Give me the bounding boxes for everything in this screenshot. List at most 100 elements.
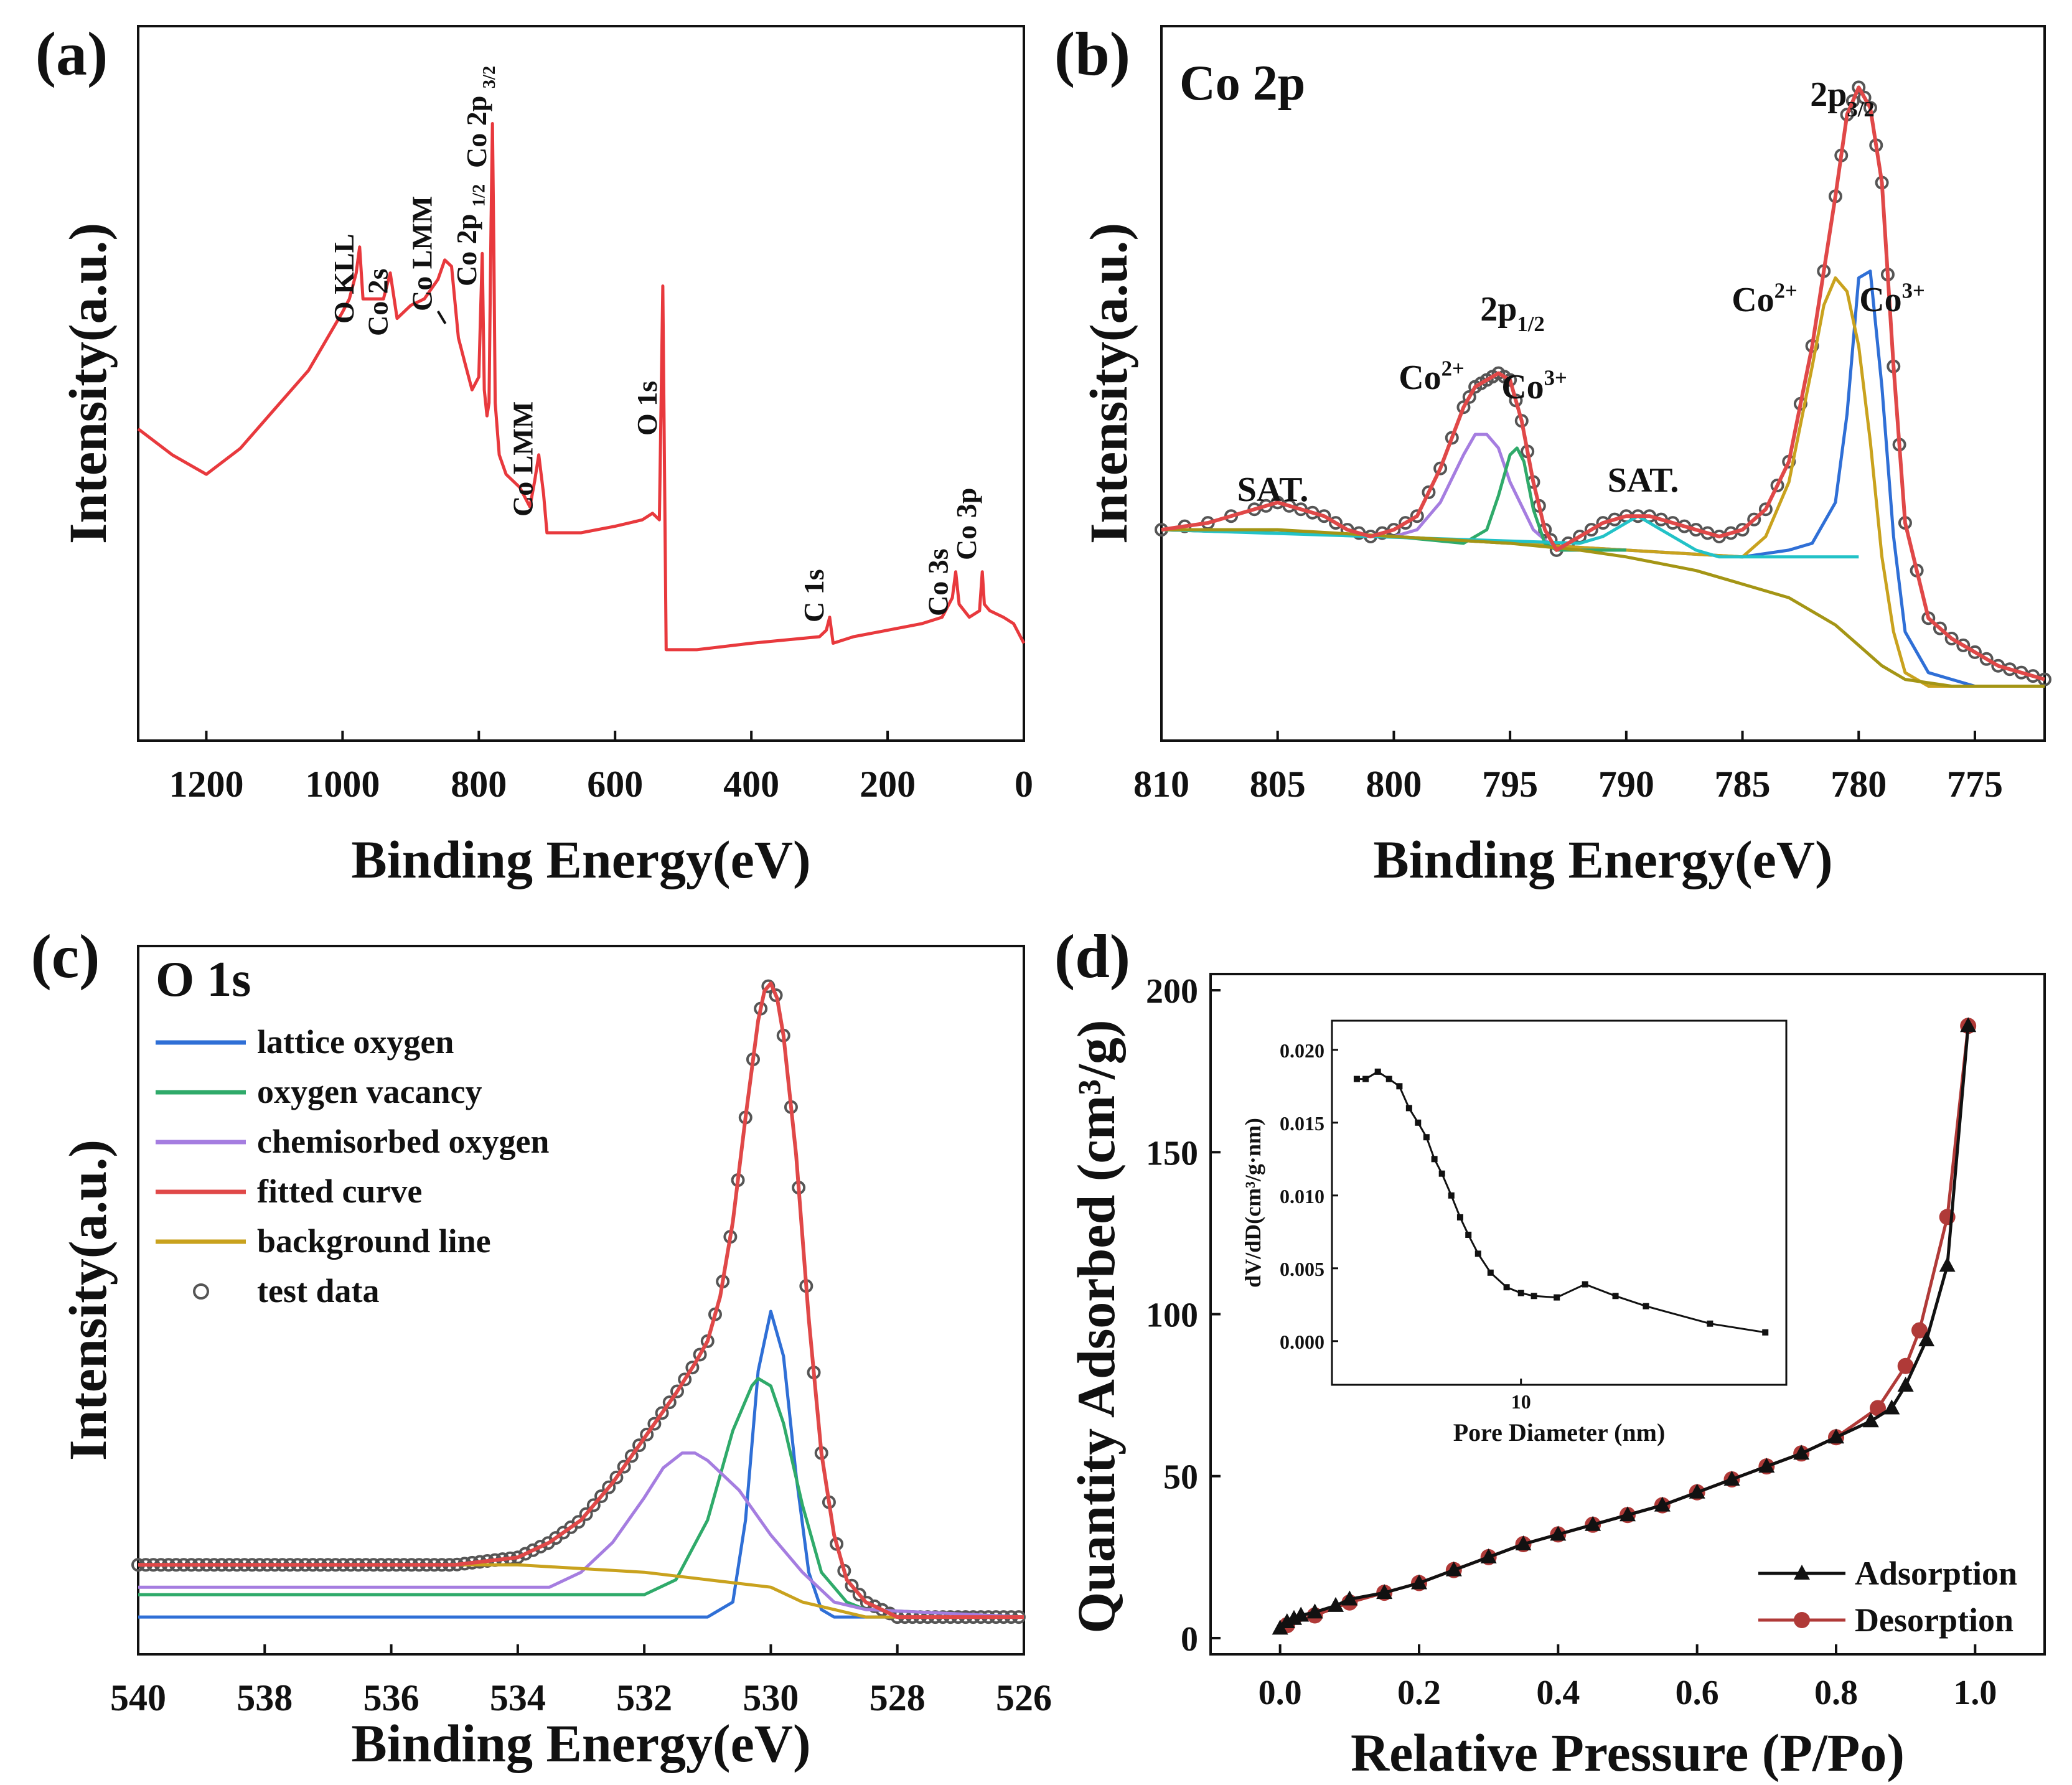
component-curve [138, 1377, 1024, 1619]
adsorption-point [1411, 1574, 1427, 1590]
test-data-point [1979, 652, 1994, 666]
legend-marker [1794, 1612, 1810, 1628]
desorption-point [1870, 1400, 1886, 1417]
y-axis-title: Intensity(a.u.) [58, 1140, 118, 1461]
adsorption-point [1515, 1535, 1532, 1551]
adsorption-point [1883, 1399, 1900, 1415]
adsorption-point [1550, 1525, 1567, 1541]
inset-point [1385, 1075, 1392, 1082]
legend-label: background line [257, 1222, 491, 1260]
test-data-point [1329, 516, 1343, 530]
survey-spectrum-line [137, 122, 1026, 652]
y-axis-title: Intensity(a.u.) [1079, 223, 1138, 544]
x-tick-label: 536 [363, 1677, 420, 1718]
test-data-point [852, 1588, 866, 1602]
x-axis-title: Binding Energy(eV) [351, 830, 810, 889]
test-data-point [624, 1449, 639, 1463]
test-data-point [609, 1470, 624, 1484]
legend-swatch [193, 1283, 209, 1300]
inset-point [1582, 1281, 1588, 1288]
test-data-point [655, 1406, 669, 1420]
y-tick-label: 0 [1181, 1620, 1198, 1659]
x-tick-label: 775 [1947, 764, 2003, 805]
panel-c: 540 538 536 534 532 530 528 526 Binding Energy(e… [31, 922, 1052, 1773]
peak-annotation: 2p3/2 [1810, 75, 1875, 121]
panel-title: Co 2p [1179, 56, 1305, 111]
peak-label: O KLL [328, 234, 360, 324]
legend-label: Desorption [1855, 1601, 2013, 1639]
x-tick-label: 0.8 [1814, 1674, 1858, 1712]
adsorption-point [1862, 1412, 1879, 1428]
panel-letter: (d) [1054, 922, 1130, 991]
panel-d: 0.0 0.2 0.4 0.6 0.8 1.0 0 50 100 150 200 Relative P… [1054, 922, 2046, 1783]
inset-point [1531, 1293, 1537, 1300]
test-data-point [1584, 523, 1598, 537]
inset-point [1503, 1284, 1510, 1291]
test-data-point [685, 1361, 700, 1375]
test-data-point [526, 1543, 540, 1557]
panel-a: 1200 1000 800 600 400 200 0 Binding Energy(eV) I… [35, 19, 1033, 889]
test-data-point [1852, 80, 1866, 95]
adsorption-point [1585, 1516, 1601, 1531]
panel-b: 810 805 800 795 790 785 780 775 Binding Energy(e… [1054, 19, 2051, 889]
adsorption-point [1960, 1017, 1977, 1033]
inset-point [1643, 1303, 1649, 1309]
inset-point [1415, 1119, 1422, 1126]
x-tick-label: 785 [1715, 764, 1771, 805]
test-data-point [1933, 621, 1947, 635]
x-tick-label: 805 [1250, 764, 1306, 805]
plot-frame-b [1160, 25, 2046, 742]
inset-y-tick-label: 0.005 [1280, 1258, 1324, 1280]
y-axis-title: Quantity Adsorbed (cm³/g) [1066, 1019, 1126, 1633]
test-data-point [670, 1384, 684, 1398]
peak-label: Co 3p [950, 488, 982, 560]
x-tick-label: 780 [1831, 764, 1887, 805]
panel-letter: (b) [1054, 19, 1130, 88]
inset-point [1554, 1294, 1560, 1301]
peak-annotation: SAT. [1237, 471, 1309, 509]
inset-point [1362, 1075, 1369, 1082]
component-curve [1161, 528, 2045, 688]
peak-annotation: Co2+ [1732, 279, 1798, 319]
test-data-point [845, 1578, 859, 1593]
inset-y-tick-label: 0.000 [1280, 1331, 1324, 1353]
x-tick-label: 530 [743, 1677, 799, 1718]
adsorption-point [1793, 1445, 1810, 1460]
y-axis-title: Intensity(a.u.) [58, 223, 118, 544]
panel-letter: (c) [31, 922, 100, 991]
test-data-point [1956, 638, 1971, 652]
adsorption-point [1918, 1331, 1935, 1347]
x-tick-label: 800 [451, 764, 507, 805]
test-data-point [1422, 485, 1436, 499]
inset-point [1465, 1231, 1472, 1238]
inset-point [1474, 1250, 1481, 1257]
peak-label: Co LMM [406, 196, 438, 311]
inset-y-tick-label: 0.010 [1280, 1185, 1324, 1207]
x-tick-label: 790 [1598, 764, 1654, 805]
x-tick-label: 0.2 [1397, 1674, 1441, 1712]
peak-label: Co 2p 1/2 [451, 184, 489, 286]
y-tick-label: 150 [1146, 1134, 1198, 1173]
x-tick-label: 528 [870, 1677, 926, 1718]
legend-label: chemisorbed oxygen [257, 1123, 549, 1160]
inset-point [1487, 1269, 1494, 1276]
x-axis-title: Binding Energy(eV) [1373, 830, 1832, 889]
adsorption-point [1723, 1470, 1740, 1486]
test-data-point [1967, 645, 1982, 659]
x-tick-label: 200 [860, 764, 916, 805]
fitted-curve-line [1161, 85, 2045, 682]
legend-marker [1794, 1565, 1810, 1580]
x-tick-label: 810 [1133, 764, 1189, 805]
adsorption-point [1445, 1561, 1462, 1577]
test-data-point [1462, 390, 1476, 404]
inset-point [1707, 1320, 1713, 1327]
test-data-point [868, 1599, 882, 1613]
legend-label: fitted curve [257, 1173, 422, 1210]
x-tick-label: 1.0 [1953, 1674, 1997, 1712]
inset-point [1431, 1156, 1438, 1163]
panel-letter: (a) [35, 19, 108, 88]
desorption-point [1911, 1322, 1928, 1339]
y-tick-label: 50 [1163, 1458, 1198, 1497]
adsorption-point [1306, 1603, 1323, 1619]
x-tick-label: 540 [110, 1677, 166, 1718]
